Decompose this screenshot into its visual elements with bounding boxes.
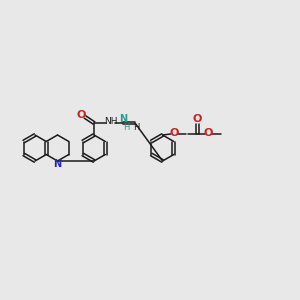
- Text: O: O: [170, 128, 179, 138]
- Text: N: N: [119, 114, 127, 124]
- Text: H: H: [133, 124, 139, 133]
- Text: O: O: [204, 128, 213, 138]
- Text: O: O: [193, 114, 202, 124]
- Text: N: N: [53, 159, 62, 169]
- Text: H: H: [123, 122, 129, 131]
- Text: O: O: [76, 110, 86, 120]
- Text: NH: NH: [104, 118, 118, 127]
